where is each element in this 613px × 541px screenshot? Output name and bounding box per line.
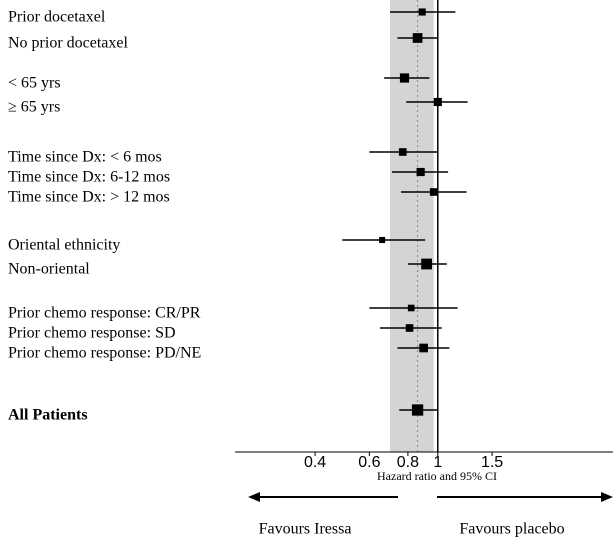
point-estimate — [416, 167, 425, 177]
point-estimate — [379, 236, 386, 244]
row-label: Time since Dx: < 6 mos — [8, 149, 162, 166]
x-tick-label: 0.8 — [397, 454, 419, 471]
point-estimate — [412, 33, 423, 43]
point-estimate — [405, 324, 414, 332]
point-estimate — [418, 8, 426, 16]
row-label: No prior docetaxel — [8, 35, 129, 52]
row-label: < 65 yrs — [8, 75, 61, 92]
right-annotation: Favours placebo — [459, 521, 564, 538]
row-label: Non-oriental — [8, 261, 90, 278]
left-arrow-head — [248, 492, 260, 502]
row-label: Time since Dx: > 12 mos — [8, 189, 170, 206]
point-estimate — [411, 404, 424, 416]
row-label: Prior chemo response: PD/NE — [8, 345, 201, 362]
reference-band — [390, 0, 434, 452]
x-tick-label: 0.4 — [304, 454, 326, 471]
point-estimate — [419, 343, 429, 353]
point-estimate — [421, 258, 432, 270]
row-label: Prior chemo response: SD — [8, 325, 176, 342]
right-arrow-head — [601, 492, 613, 502]
row-label: Time since Dx: 6-12 mos — [8, 169, 170, 186]
row-label: ≥ 65 yrs — [8, 99, 60, 116]
x-axis-label: Hazard ratio and 95% CI — [377, 469, 497, 483]
x-tick-label: 0.6 — [358, 454, 380, 471]
row-label: Prior chemo response: CR/PR — [8, 305, 201, 322]
row-label: All Patients — [8, 407, 88, 424]
point-estimate — [407, 304, 415, 312]
x-tick-label: 1.5 — [481, 454, 503, 471]
point-estimate — [429, 188, 438, 196]
point-estimate — [399, 73, 410, 83]
left-annotation: Favours Iressa — [259, 521, 352, 538]
point-estimate — [398, 148, 407, 156]
row-label: Oriental ethnicity — [8, 237, 120, 254]
x-tick-label: 1 — [433, 454, 442, 471]
row-label: Prior docetaxel — [8, 9, 106, 26]
